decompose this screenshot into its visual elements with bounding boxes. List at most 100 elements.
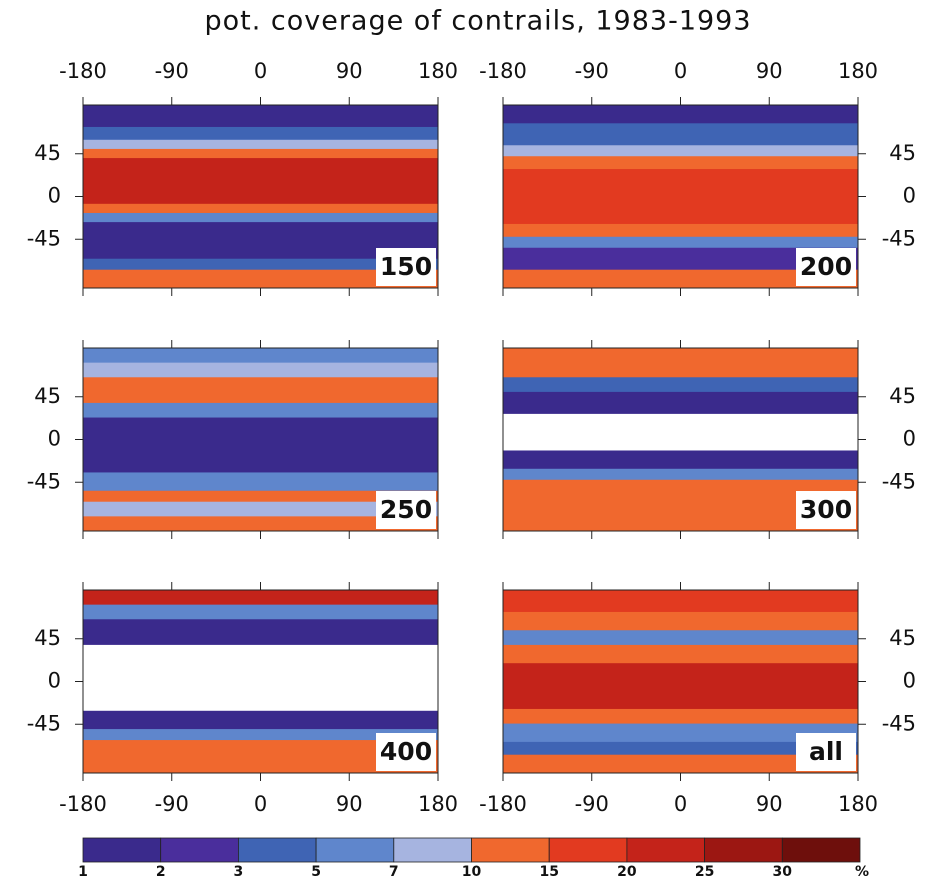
x-tick-label: -90 <box>575 59 609 83</box>
colorbar-unit: % <box>855 864 869 880</box>
panel-label: 150 <box>380 252 432 281</box>
map-band <box>83 472 438 492</box>
colorbar-label: 1 <box>78 864 88 880</box>
map-band <box>83 490 438 503</box>
map-band <box>83 417 438 473</box>
map-band <box>503 663 858 710</box>
map-band <box>83 619 438 646</box>
map-band <box>83 126 438 141</box>
panel-label: 250 <box>380 495 432 524</box>
y-tick-label: 45 <box>889 384 916 408</box>
map-band <box>503 348 858 378</box>
colorbar-label: 2 <box>156 864 166 880</box>
x-tick-label: 180 <box>838 792 878 816</box>
panel-label-box <box>796 733 856 771</box>
colorbar-label: 20 <box>617 864 637 880</box>
x-tick-label: 90 <box>756 59 783 83</box>
panel-label: 300 <box>800 495 852 524</box>
colorbar-swatch <box>781 837 861 863</box>
x-tick-label: 0 <box>254 792 267 816</box>
colorbar-label: 30 <box>773 864 793 880</box>
map-band <box>83 377 438 404</box>
map-band <box>83 729 438 741</box>
map-band <box>83 105 438 128</box>
colorbar-swatch <box>704 837 783 863</box>
y-tick-label: 0 <box>903 427 916 451</box>
colorbar-swatch <box>393 837 472 863</box>
panel-label-box <box>796 248 856 286</box>
y-tick-label: 45 <box>889 141 916 165</box>
figure-title: pot. coverage of contrails, 1983-1993 <box>204 6 751 37</box>
y-tick-label: -45 <box>27 226 61 250</box>
x-tick-label: -90 <box>155 59 189 83</box>
y-tick-label: 45 <box>34 384 61 408</box>
map-band <box>83 501 438 517</box>
map-band <box>83 258 438 271</box>
colorbar-label: 15 <box>539 864 558 880</box>
y-tick-label: 0 <box>903 184 916 208</box>
map-band <box>503 169 858 225</box>
y-tick-label: -45 <box>27 711 61 735</box>
map-band <box>83 348 438 364</box>
x-tick-label: 180 <box>418 59 458 83</box>
colorbar-swatch <box>626 837 706 863</box>
y-tick-label: 0 <box>48 427 61 451</box>
y-tick-label: 45 <box>34 626 61 650</box>
map-band <box>503 123 858 146</box>
y-tick-label: 0 <box>903 669 916 693</box>
colorbar-label: 5 <box>311 864 321 880</box>
y-tick-label: -45 <box>882 469 916 493</box>
map-band <box>503 741 858 756</box>
map-band <box>503 236 858 249</box>
map-band <box>83 516 438 532</box>
map-band <box>503 269 858 289</box>
map-band <box>503 247 858 271</box>
x-tick-label: 180 <box>838 59 878 83</box>
colorbar-label: 7 <box>389 864 399 880</box>
x-tick-label: 0 <box>674 792 687 816</box>
colorbar-label: 25 <box>695 864 714 880</box>
map-band <box>503 156 858 170</box>
x-tick-label: 0 <box>674 59 687 83</box>
map-band <box>503 105 858 124</box>
y-tick-label: 0 <box>48 184 61 208</box>
x-tick-label: 180 <box>418 792 458 816</box>
x-tick-label: -180 <box>59 792 107 816</box>
map-band <box>503 413 858 451</box>
map-band <box>503 377 858 393</box>
panel-label-box <box>376 491 436 529</box>
map-band <box>503 145 858 157</box>
x-tick-label: -90 <box>575 792 609 816</box>
colorbar-swatch <box>82 837 162 863</box>
map-band <box>503 754 858 774</box>
x-tick-label: 0 <box>254 59 267 83</box>
map-band <box>83 590 438 606</box>
y-tick-label: -45 <box>882 711 916 735</box>
map-band <box>503 391 858 415</box>
panel-label-box <box>376 733 436 771</box>
colorbar-swatch <box>160 837 239 863</box>
x-tick-label: -90 <box>155 792 189 816</box>
panel-label: 200 <box>800 252 852 281</box>
map-band <box>503 644 858 664</box>
map-band <box>83 644 438 712</box>
map-band <box>83 203 438 214</box>
map-band <box>83 158 438 205</box>
y-tick-label: 45 <box>889 626 916 650</box>
map-band <box>83 604 438 620</box>
x-tick-label: -180 <box>479 59 527 83</box>
map-band <box>503 590 858 613</box>
panel-label-box <box>376 248 436 286</box>
x-tick-label: -180 <box>479 792 527 816</box>
map-band <box>503 450 858 470</box>
map-band <box>83 710 438 730</box>
map-band <box>83 362 438 378</box>
panel-label: all <box>809 737 843 766</box>
map-band <box>83 139 438 150</box>
map-band <box>503 468 858 481</box>
colorbar-swatch <box>471 837 550 863</box>
map-band <box>503 611 858 631</box>
y-tick-label: 0 <box>48 669 61 693</box>
y-tick-label: -45 <box>27 469 61 493</box>
